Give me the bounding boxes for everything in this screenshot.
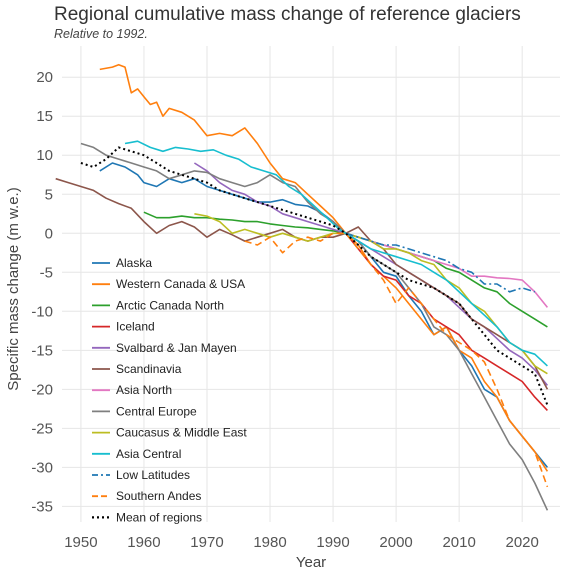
legend-item: Iceland [92, 320, 155, 334]
legend-item: Western Canada & USA [92, 277, 245, 291]
y-tick-label: 20 [36, 69, 53, 86]
x-tick-label: 1990 [316, 534, 349, 551]
y-tick-label: -20 [31, 381, 53, 398]
y-tick-label: 15 [36, 108, 53, 125]
series-line-7 [80, 142, 549, 511]
chart-title: Regional cumulative mass change of refer… [54, 4, 521, 25]
legend-label: Southern Andes [116, 489, 201, 503]
series-line-1 [99, 63, 549, 472]
y-axis-title: Specific mass change (m w.e.) [5, 187, 22, 390]
legend-item: Central Europe [92, 404, 197, 418]
x-tick-label: 1970 [190, 534, 223, 551]
series-line-8 [194, 213, 548, 375]
series-line-10 [345, 232, 536, 293]
legend-item: Caucasus & Middle East [92, 426, 247, 440]
y-tick-label: -35 [31, 498, 53, 515]
legend-label: Arctic Canada North [116, 298, 224, 312]
x-tick-label: 1960 [127, 534, 160, 551]
y-tick-label: 5 [45, 186, 53, 203]
series-line-9 [124, 140, 548, 367]
y-tick-label: -5 [40, 264, 53, 281]
x-tick-label: 2010 [442, 534, 475, 551]
legend-label: Asia North [116, 383, 172, 397]
x-tick-label: 2020 [505, 534, 538, 551]
y-tick-label: 0 [45, 225, 53, 242]
legend-item: Low Latitudes [92, 468, 190, 482]
y-tick-label: -25 [31, 420, 53, 437]
legend-item: Arctic Canada North [92, 298, 224, 312]
legend-item: Svalbard & Jan Mayen [92, 341, 237, 355]
legend-label: Iceland [116, 320, 155, 334]
legend-item: Alaska [92, 256, 152, 270]
legend: Alaska Western Canada & USA Arctic Canada … [92, 256, 247, 524]
legend-label: Asia Central [116, 447, 181, 461]
chart-subtitle: Relative to 1992. [54, 27, 148, 41]
legend-item: Asia Central [92, 447, 181, 461]
legend-label: Caucasus & Middle East [116, 426, 247, 440]
legend-item: Mean of regions [92, 510, 202, 524]
x-axis-title: Year [296, 554, 326, 571]
legend-label: Western Canada & USA [116, 277, 245, 291]
series-line-11 [244, 232, 549, 488]
y-tick-label: -30 [31, 459, 53, 476]
y-tick-label: 10 [36, 147, 53, 164]
legend-label: Mean of regions [116, 510, 202, 524]
grid-layer [62, 46, 560, 522]
legend-item: Asia North [92, 383, 172, 397]
x-tick-label: 1980 [253, 534, 286, 551]
tick-layer: 20 15 10 5 0 -5 -10 -15 -20 -25 -30 -35 1950 1960 1970… [31, 69, 539, 551]
legend-label: Alaska [116, 256, 152, 270]
legend-label: Scandinavia [116, 362, 182, 376]
series-layer [55, 63, 549, 511]
legend-item: Southern Andes [92, 489, 201, 503]
series-line-3 [345, 232, 548, 411]
x-tick-label: 1950 [64, 534, 97, 551]
legend-label: Low Latitudes [116, 468, 190, 482]
x-tick-label: 2000 [379, 534, 412, 551]
y-tick-label: -15 [31, 342, 53, 359]
legend-label: Svalbard & Jan Mayen [116, 341, 237, 355]
legend-label: Central Europe [116, 404, 197, 418]
y-tick-label: -10 [31, 303, 53, 320]
series-line-12 [80, 146, 549, 406]
legend-item: Scandinavia [92, 362, 182, 376]
